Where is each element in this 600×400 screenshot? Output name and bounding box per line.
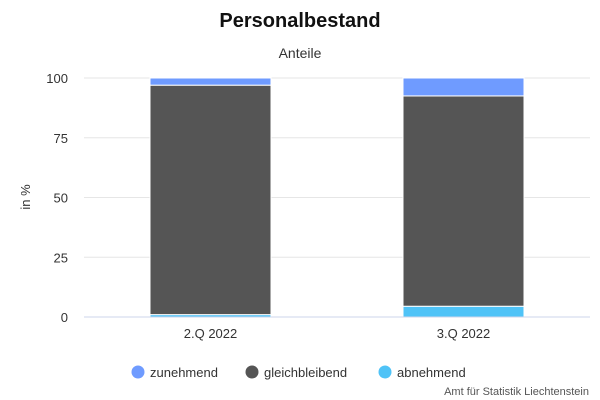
bar-segment-gleichbleibend[interactable] (402, 95, 525, 307)
bar-segment-zunehmend[interactable] (149, 77, 272, 86)
legend-marker-abnehmend[interactable] (378, 365, 392, 379)
x-tick-label: 3.Q 2022 (437, 326, 491, 341)
chart-subtitle: Anteile (279, 45, 322, 61)
y-tick-labels: 0 25 50 75 100 (46, 71, 68, 325)
credit: Amt für Statistik Liechtenstein (444, 386, 589, 398)
bar-segment-abnehmend[interactable] (402, 305, 525, 318)
bars (149, 77, 525, 318)
y-tick-label: 50 (54, 191, 68, 206)
legend-label-abnehmend[interactable]: abnehmend (397, 365, 466, 380)
bar-segment-zunehmend[interactable] (402, 77, 525, 97)
legend-marker-zunehmend[interactable] (131, 365, 145, 379)
x-tick-labels: 2.Q 2022 3.Q 2022 (184, 326, 491, 341)
y-tick-label: 100 (46, 71, 68, 86)
y-tick-label: 25 (54, 250, 68, 265)
y-tick-label: 0 (61, 310, 68, 325)
legend-marker-gleichbleibend[interactable] (245, 365, 259, 379)
legend: zunehmend gleichbleibend abnehmend (131, 365, 466, 380)
y-tick-label: 75 (54, 131, 68, 146)
y-axis-label: in % (18, 184, 33, 210)
bar-segment-gleichbleibend[interactable] (149, 84, 272, 316)
legend-label-zunehmend[interactable]: zunehmend (150, 365, 218, 380)
chart-title: Personalbestand (219, 10, 380, 32)
x-tick-label: 2.Q 2022 (184, 326, 238, 341)
legend-label-gleichbleibend[interactable]: gleichbleibend (264, 365, 347, 380)
